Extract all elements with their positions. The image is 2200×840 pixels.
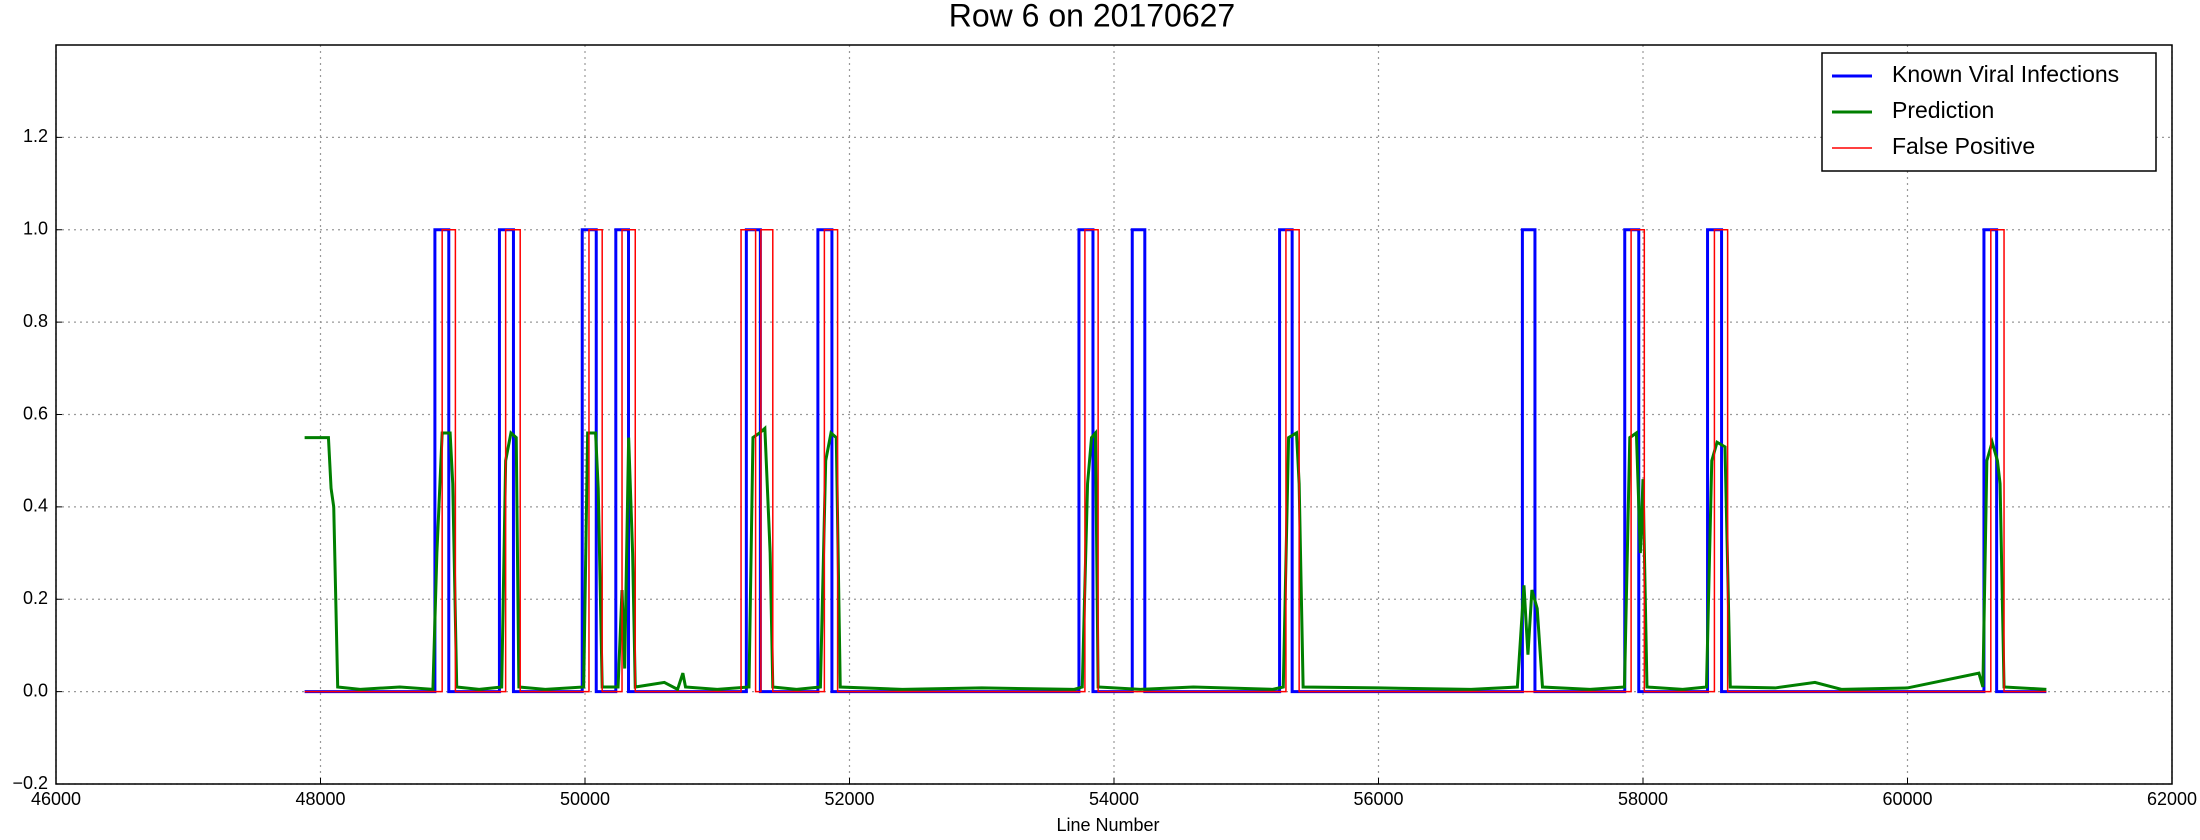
x-tick-label: 62000	[2147, 789, 2197, 809]
legend-box	[1821, 52, 2157, 172]
x-tick-label: 46000	[31, 789, 81, 809]
x-tick-label: 52000	[824, 789, 874, 809]
y-tick-label: 0.0	[23, 680, 48, 700]
series-line	[304, 229, 2047, 693]
x-tick-label: 54000	[1089, 789, 1139, 809]
x-axis-label: Line Number	[1056, 815, 1159, 835]
series-line	[304, 425, 2047, 692]
x-tick-label: 48000	[295, 789, 345, 809]
y-tick-label: 0.8	[23, 311, 48, 331]
plot-frame	[55, 44, 2173, 785]
y-tick-label: 1.2	[23, 126, 48, 146]
legend-label: Prediction	[1892, 97, 1994, 123]
legend-label: False Positive	[1892, 133, 2035, 159]
x-tick-label: 50000	[560, 789, 610, 809]
y-tick-label: 0.6	[23, 403, 48, 423]
y-tick-label: −0.2	[12, 773, 48, 793]
chart-title: Row 6 on 20170627	[949, 0, 1235, 33]
x-tick-label: 60000	[1882, 789, 1932, 809]
y-tick-label: 1.0	[23, 219, 48, 239]
y-tick-label: 0.4	[23, 496, 48, 516]
x-tick-label: 58000	[1618, 789, 1668, 809]
x-tick-label: 56000	[1353, 789, 1403, 809]
legend-label: Known Viral Infections	[1892, 61, 2119, 87]
y-tick-label: 0.2	[23, 588, 48, 608]
